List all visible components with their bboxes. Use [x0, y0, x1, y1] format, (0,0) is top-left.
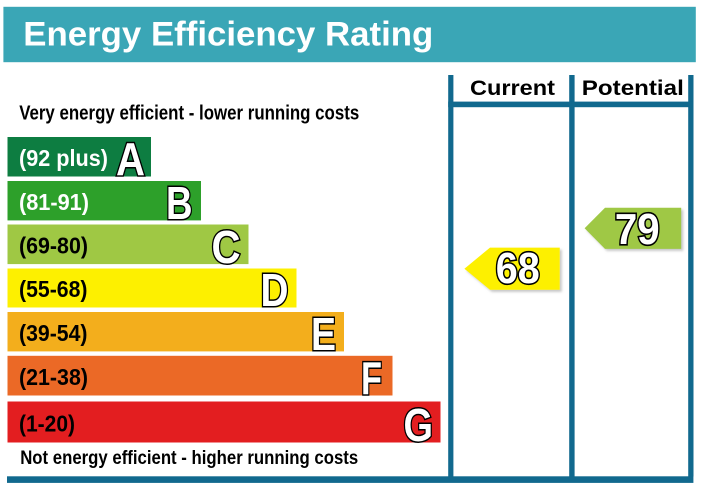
svg-text:(1-20): (1-20)	[19, 410, 75, 436]
svg-text:Energy Efficiency Rating: Energy Efficiency Rating	[23, 15, 433, 53]
svg-text:Very energy efficient - lower: Very energy efficient - lower running co…	[19, 103, 359, 125]
svg-text:E: E	[311, 308, 336, 360]
svg-text:Potential: Potential	[582, 76, 684, 100]
svg-text:Current: Current	[470, 76, 555, 100]
svg-text:Not energy efficient - higher: Not energy efficient - higher running co…	[20, 448, 358, 469]
svg-text:68: 68	[496, 244, 540, 293]
svg-text:79: 79	[615, 205, 660, 254]
svg-text:D: D	[261, 264, 289, 316]
svg-text:(39-54): (39-54)	[19, 320, 88, 346]
svg-text:G: G	[404, 399, 434, 451]
svg-text:A: A	[116, 133, 145, 185]
svg-text:C: C	[212, 221, 241, 273]
svg-text:(92 plus): (92 plus)	[19, 145, 108, 171]
svg-text:(21-38): (21-38)	[19, 364, 88, 390]
svg-text:(69-80): (69-80)	[19, 233, 88, 259]
svg-text:(81-91): (81-91)	[19, 189, 89, 215]
svg-text:B: B	[166, 177, 193, 229]
svg-text:(55-68): (55-68)	[19, 276, 88, 302]
svg-text:F: F	[361, 352, 382, 404]
